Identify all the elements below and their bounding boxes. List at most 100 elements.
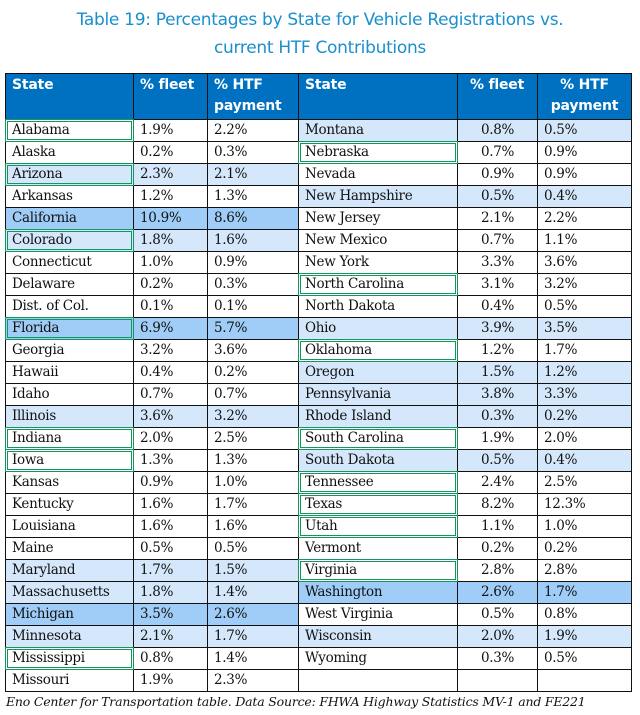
left-htf-cell: 0.9% <box>207 251 299 274</box>
left-htf-cell: 3.6% <box>207 339 299 362</box>
right-fleet-cell: 3.8% <box>457 383 538 406</box>
left-state-cell: Florida <box>5 317 135 341</box>
right-state-cell: Wisconsin <box>298 625 458 648</box>
left-fleet-cell: 1.8% <box>133 581 208 604</box>
left-htf-cell: 0.2% <box>207 361 299 384</box>
table-row: California 10.9% 8.6% New Jersey 2.1% 2.2% <box>5 207 632 230</box>
right-fleet-cell: 1.1% <box>457 515 538 538</box>
left-fleet-cell: 1.7% <box>133 559 208 582</box>
left-htf-cell: 1.4% <box>207 581 299 604</box>
left-state-cell: Alabama <box>5 119 135 143</box>
table-row: Alabama 1.9% 2.2% Montana 0.8% 0.5% <box>5 119 632 143</box>
header-left-fleet: % fleet <box>133 73 208 120</box>
right-fleet-cell: 1.9% <box>457 427 538 450</box>
left-state-cell: Louisiana <box>5 515 134 538</box>
right-htf-cell: 1.7% <box>537 339 632 362</box>
right-fleet-cell: 2.4% <box>457 471 538 494</box>
header-left-htf: % HTF payment <box>207 73 299 120</box>
title-line-2: current HTF Contributions <box>214 38 426 58</box>
table-body: Alabama 1.9% 2.2% Montana 0.8% 0.5% Alaska 0.2%… <box>5 119 632 692</box>
left-htf-cell: 2.5% <box>207 427 299 450</box>
left-htf-cell: 0.3% <box>207 273 299 296</box>
left-fleet-cell: 0.2% <box>133 273 208 296</box>
table-row: Illinois 3.6% 3.2% Rhode Island 0.3% 0.2% <box>5 405 632 428</box>
right-fleet-cell: 0.7% <box>457 229 538 252</box>
table-row: Missouri 1.9% 2.3% <box>5 669 632 692</box>
left-htf-cell: 2.3% <box>207 669 299 692</box>
right-htf-cell: 0.4% <box>537 185 632 208</box>
left-htf-cell: 1.5% <box>207 559 299 582</box>
right-fleet-cell: 2.0% <box>457 625 538 648</box>
right-htf-cell: 1.1% <box>537 229 632 252</box>
left-fleet-cell: 0.1% <box>133 295 208 318</box>
right-htf-cell: 12.3% <box>537 493 632 516</box>
left-state-cell: Missouri <box>5 669 134 692</box>
right-fleet-cell: 1.2% <box>457 339 538 362</box>
left-fleet-cell: 0.2% <box>133 141 208 164</box>
left-htf-cell: 0.7% <box>207 383 299 406</box>
right-fleet-cell: 3.9% <box>457 317 538 340</box>
right-state-cell <box>298 669 458 692</box>
right-htf-cell: 0.5% <box>537 119 632 142</box>
right-state-cell: Wyoming <box>298 647 458 670</box>
right-fleet-cell: 0.3% <box>457 405 538 428</box>
left-fleet-cell: 0.5% <box>133 537 208 560</box>
table-row: Alaska 0.2% 0.3% Nebraska 0.7% 0.9% <box>5 141 632 165</box>
table-row: Idaho 0.7% 0.7% Pennsylvania 3.8% 3.3% <box>5 383 632 406</box>
right-state-cell: Montana <box>298 119 458 142</box>
right-fleet-cell: 0.5% <box>457 603 538 626</box>
left-htf-cell: 1.7% <box>207 493 299 516</box>
table-row: Minnesota 2.1% 1.7% Wisconsin 2.0% 1.9% <box>5 625 632 648</box>
right-htf-cell: 0.5% <box>537 647 632 670</box>
header-right-fleet: % fleet <box>457 73 538 120</box>
right-state-cell: North Carolina <box>298 273 459 297</box>
right-fleet-cell: 2.6% <box>457 581 538 604</box>
state-percentages-table: State % fleet % HTF payment State % flee… <box>5 73 632 692</box>
left-htf-cell: 8.6% <box>207 207 299 230</box>
left-fleet-cell: 3.5% <box>133 603 208 626</box>
table-row: Colorado 1.8% 1.6% New Mexico 0.7% 1.1% <box>5 229 632 253</box>
table-row: Dist. of Col. 0.1% 0.1% North Dakota 0.4% 0.5… <box>5 295 632 318</box>
right-htf-cell: 0.9% <box>537 163 632 186</box>
right-state-cell: Washington <box>298 581 458 604</box>
left-state-cell: Arkansas <box>5 185 134 208</box>
right-fleet-cell: 0.4% <box>457 295 538 318</box>
right-htf-cell: 3.6% <box>537 251 632 274</box>
right-state-cell: Tennessee <box>298 471 459 495</box>
right-htf-cell: 2.8% <box>537 559 632 582</box>
right-state-cell: New Hampshire <box>298 185 458 208</box>
right-fleet-cell: 0.3% <box>457 647 538 670</box>
right-fleet-cell: 3.3% <box>457 251 538 274</box>
left-state-cell: Michigan <box>5 603 134 626</box>
title-line-1: Table 19: Percentages by State for Vehic… <box>76 10 564 30</box>
left-htf-cell: 2.1% <box>207 163 299 186</box>
left-htf-cell: 5.7% <box>207 317 299 340</box>
header-left-state: State <box>5 73 134 120</box>
left-state-cell: Indiana <box>5 427 135 451</box>
right-fleet-cell: 0.7% <box>457 141 538 164</box>
left-htf-cell: 2.2% <box>207 119 299 142</box>
left-htf-cell: 1.6% <box>207 229 299 252</box>
right-fleet-cell: 0.5% <box>457 185 538 208</box>
header-right-htf: % HTF payment <box>537 73 632 120</box>
right-htf-cell: 0.4% <box>537 449 632 472</box>
right-htf-cell: 2.2% <box>537 207 632 230</box>
left-state-cell: Kansas <box>5 471 134 494</box>
left-htf-cell: 1.3% <box>207 449 299 472</box>
right-htf-cell: 0.5% <box>537 295 632 318</box>
left-state-cell: Illinois <box>5 405 134 428</box>
left-fleet-cell: 6.9% <box>133 317 208 340</box>
right-fleet-cell <box>457 669 538 692</box>
right-state-cell: Texas <box>298 493 459 517</box>
left-htf-cell: 1.3% <box>207 185 299 208</box>
right-fleet-cell: 2.1% <box>457 207 538 230</box>
left-fleet-cell: 10.9% <box>133 207 208 230</box>
right-htf-cell: 1.0% <box>537 515 632 538</box>
left-fleet-cell: 0.9% <box>133 471 208 494</box>
right-state-cell: South Dakota <box>298 449 458 472</box>
left-state-cell: Alaska <box>5 141 134 164</box>
header-row: State % fleet % HTF payment State % flee… <box>5 73 632 120</box>
left-state-cell: Mississippi <box>5 647 135 671</box>
right-fleet-cell: 0.5% <box>457 449 538 472</box>
right-fleet-cell: 8.2% <box>457 493 538 516</box>
